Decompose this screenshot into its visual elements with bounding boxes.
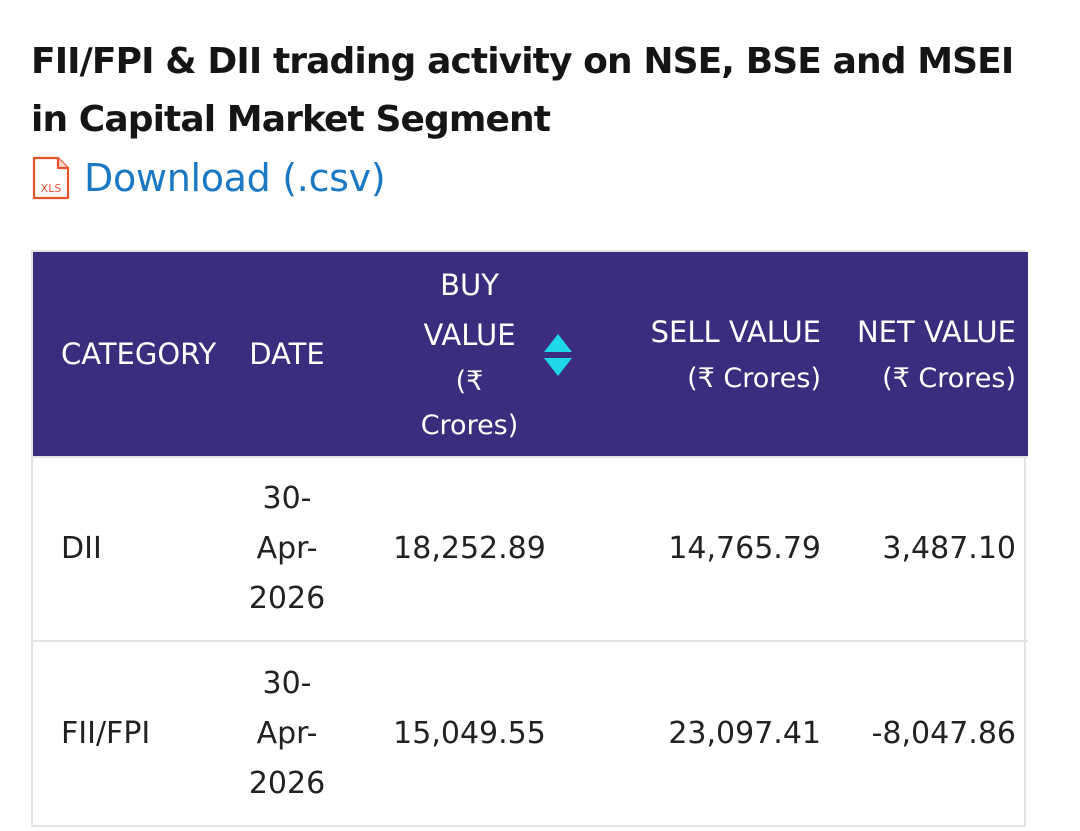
table-row: FII/FPI 30- Apr- 2026 15,049.55 23,097.4…	[33, 641, 1028, 825]
trading-activity-table: CATEGORY DATE BUY VALUE (₹ Crores)	[31, 250, 1028, 827]
cell-category: FII/FPI	[61, 715, 151, 751]
cell-sell-value: 23,097.41	[668, 715, 821, 751]
cell-category: DII	[61, 531, 102, 566]
header-net-value: NET VALUE (₹ Crores)	[833, 252, 1028, 457]
cell-buy-value: 15,049.55	[393, 715, 546, 751]
cell-date: 30- Apr- 2026	[248, 481, 326, 616]
header-sell-label: SELL VALUE	[650, 315, 821, 349]
svg-text:XLS: XLS	[41, 182, 62, 195]
cell-net-value: 3,487.10	[882, 531, 1016, 566]
header-category: CATEGORY	[61, 337, 217, 371]
header-sell-unit: (₹ Crores)	[687, 363, 821, 394]
table-row: DII 30- Apr- 2026 18,252.89 14,765.79 3,…	[33, 457, 1028, 641]
header-sell-value: SELL VALUE (₹ Crores)	[597, 252, 833, 457]
header-date: DATE	[249, 337, 325, 371]
header-buy-label: BUY VALUE	[423, 267, 516, 352]
header-buy-unit: (₹ Crores)	[420, 365, 519, 441]
header-net-label: NET VALUE	[856, 315, 1016, 349]
cell-sell-value: 14,765.79	[668, 531, 821, 566]
cell-net-value: -8,047.86	[871, 715, 1016, 751]
cell-date: 30- Apr- 2026	[248, 665, 326, 801]
page-title: FII/FPI & DII trading activity on NSE, B…	[31, 41, 1014, 140]
download-csv-link[interactable]: XLS Download (.csv)	[31, 150, 386, 206]
download-label[interactable]: Download (.csv)	[84, 156, 386, 200]
table-header-row: CATEGORY DATE BUY VALUE (₹ Crores)	[33, 252, 1028, 457]
header-buy-value[interactable]: BUY VALUE (₹ Crores)	[342, 252, 597, 457]
header-net-unit: (₹ Crores)	[882, 363, 1016, 394]
xls-file-icon: XLS	[31, 155, 71, 201]
cell-buy-value: 18,252.89	[393, 531, 546, 566]
sort-arrows-icon[interactable]	[543, 332, 573, 378]
